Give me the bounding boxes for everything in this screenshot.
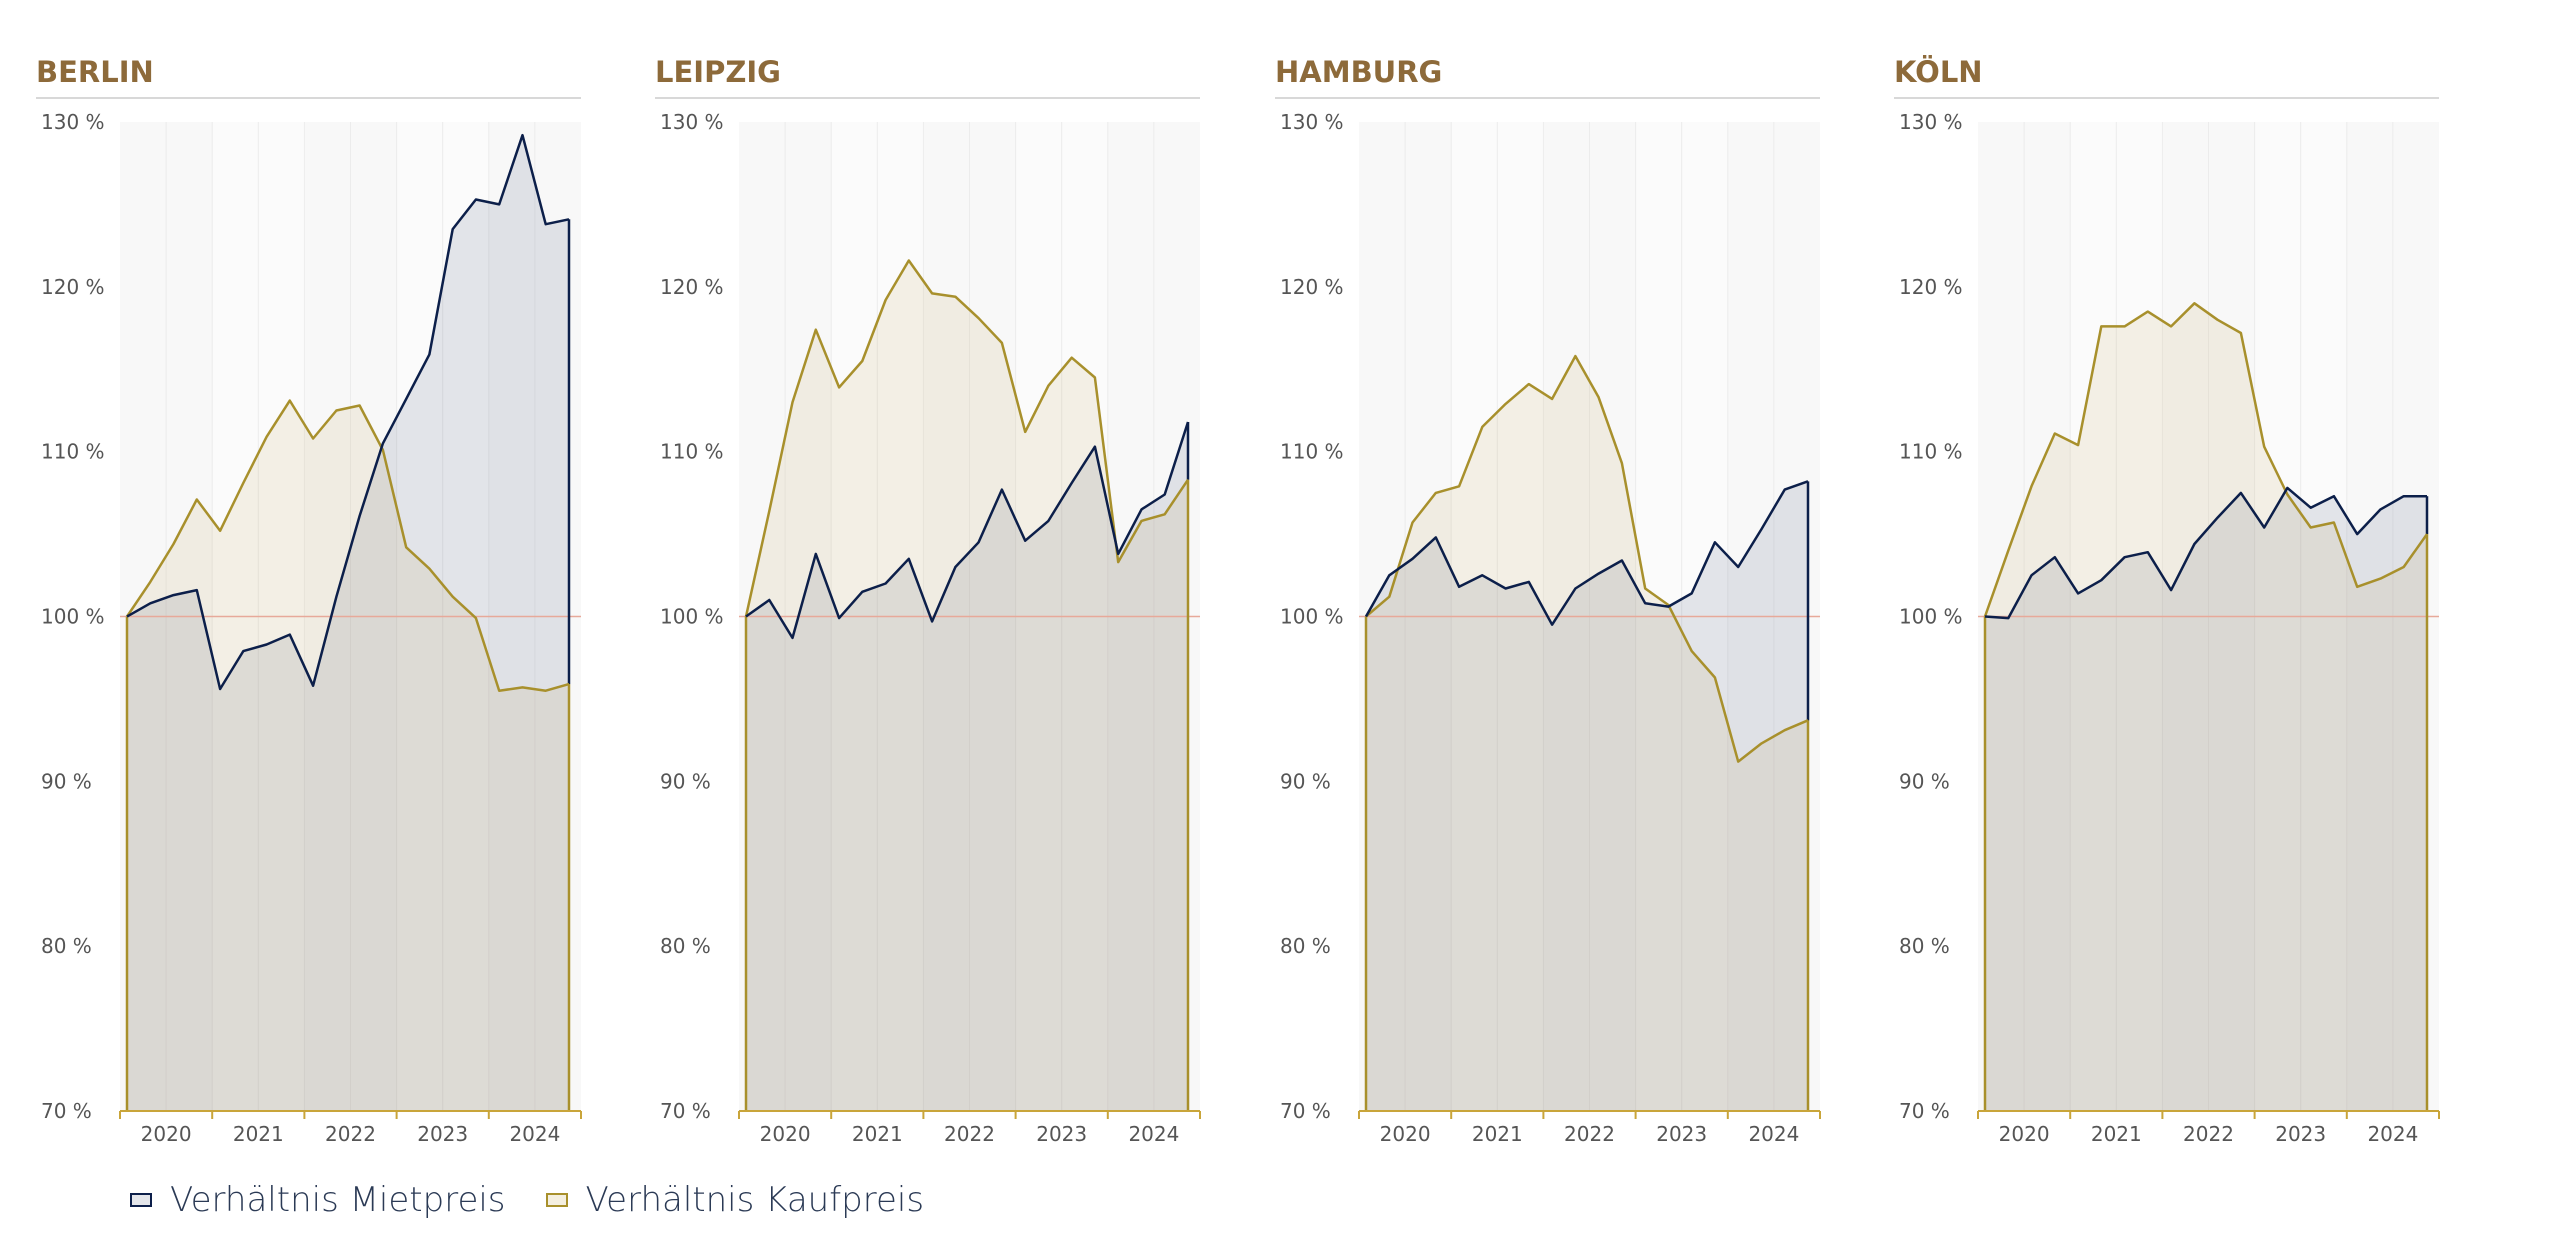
line-mietpreis xyxy=(745,421,1190,640)
legend-swatch-mietpreis xyxy=(130,1193,152,1207)
y-tick-label: 70 % xyxy=(660,1099,711,1123)
y-tick-label: 130 % xyxy=(1899,110,1963,134)
chart-title: KÖLN xyxy=(1894,55,1983,89)
y-tick-label: 130 % xyxy=(41,110,105,134)
x-tick-label: 2020 xyxy=(1380,1122,1431,1146)
x-tick-label: 2021 xyxy=(233,1122,284,1146)
legend-item-kaufpreis[interactable]: Verhältnis Kaufpreis xyxy=(545,1180,925,1220)
y-tick-label: 120 % xyxy=(1280,275,1344,299)
y-tick-label: 80 % xyxy=(660,934,711,958)
y-tick-label: 90 % xyxy=(660,769,711,793)
y-tick-label: 80 % xyxy=(41,934,92,958)
y-tick-label: 110 % xyxy=(1899,440,1963,464)
line-mietpreis xyxy=(1364,480,1809,626)
area-mietpreis xyxy=(127,135,569,1111)
x-tick-label: 2023 xyxy=(417,1122,468,1146)
x-tick-label: 2024 xyxy=(1128,1122,1179,1146)
y-tick-label: 90 % xyxy=(1280,769,1331,793)
legend: Verhältnis Mietpreis Verhältnis Kaufprei… xyxy=(130,1180,964,1220)
y-tick-label: 100 % xyxy=(1899,605,1963,629)
x-tick-label: 2024 xyxy=(509,1122,560,1146)
y-tick-label: 70 % xyxy=(41,1099,92,1123)
x-tick-label: 2024 xyxy=(2367,1122,2418,1146)
y-tick-label: 100 % xyxy=(1280,605,1344,629)
area-mietpreis xyxy=(1366,481,1808,1111)
x-tick-label: 2022 xyxy=(2183,1122,2234,1146)
y-tick-label: 90 % xyxy=(1899,769,1950,793)
x-tick-label: 2021 xyxy=(2091,1122,2142,1146)
y-tick-label: 70 % xyxy=(1899,1099,1950,1123)
line-kaufpreis xyxy=(1983,302,2429,617)
x-tick-label: 2021 xyxy=(852,1122,903,1146)
x-tick-label: 2021 xyxy=(1472,1122,1523,1146)
chart-panel-hamburg: HAMBURG 130 % 120 % 110 % 100 % 90 % 80 % 70 % 2… xyxy=(1275,55,1821,1146)
y-tick-label: 130 % xyxy=(1280,110,1344,134)
y-tick-label: 80 % xyxy=(1280,934,1331,958)
area-kaufpreis xyxy=(127,400,569,1112)
line-mietpreis xyxy=(1984,486,2427,620)
x-tick-label: 2023 xyxy=(1656,1122,1707,1146)
x-tick-label: 2023 xyxy=(1036,1122,1087,1146)
y-tick-label: 120 % xyxy=(1899,275,1963,299)
legend-label-kaufpreis: Verhältnis Kaufpreis xyxy=(585,1180,925,1220)
area-kaufpreis xyxy=(1366,356,1808,1112)
x-tick-label: 2020 xyxy=(1999,1122,2050,1146)
x-tick-label: 2022 xyxy=(325,1122,376,1146)
chart-title: BERLIN xyxy=(36,55,154,89)
y-tick-label: 110 % xyxy=(1280,440,1344,464)
y-tick-label: 130 % xyxy=(660,110,724,134)
x-tick-label: 2024 xyxy=(1748,1122,1799,1146)
chart-title: HAMBURG xyxy=(1275,55,1442,89)
legend-item-mietpreis[interactable]: Verhältnis Mietpreis xyxy=(130,1180,506,1220)
line-kaufpreis xyxy=(125,399,570,692)
y-tick-label: 90 % xyxy=(41,769,92,793)
line-kaufpreis xyxy=(1365,354,1809,763)
y-tick-label: 100 % xyxy=(41,605,105,629)
y-tick-label: 80 % xyxy=(1899,934,1950,958)
x-tick-label: 2023 xyxy=(2275,1122,2326,1146)
y-tick-label: 100 % xyxy=(660,605,724,629)
legend-swatch-kaufpreis xyxy=(545,1193,568,1207)
legend-label-mietpreis: Verhältnis Mietpreis xyxy=(170,1180,506,1220)
area-mietpreis xyxy=(1985,487,2427,1111)
y-tick-label: 120 % xyxy=(660,275,724,299)
chart-panel-leipzig: LEIPZIG 130 % 120 % 110 % 100 % 90 % 80 % 70 % 2… xyxy=(655,55,1201,1146)
chart-panel-koeln: KÖLN 130 % 120 % 110 % 100 % 90 % 80 % 70 % 2020… xyxy=(1894,55,2440,1146)
line-mietpreis xyxy=(126,133,570,691)
x-tick-label: 2020 xyxy=(141,1122,192,1146)
area-mietpreis xyxy=(746,422,1188,1111)
chart-panel-berlin: BERLIN 130 % 120 % 110 % 100 % 90 % 80 % 70 % 20… xyxy=(36,55,582,1146)
y-tick-label: 70 % xyxy=(1280,1099,1331,1123)
x-tick-label: 2022 xyxy=(1564,1122,1615,1146)
y-tick-label: 110 % xyxy=(660,440,724,464)
area-kaufpreis xyxy=(1985,303,2427,1111)
x-tick-label: 2022 xyxy=(944,1122,995,1146)
x-tick-label: 2020 xyxy=(760,1122,811,1146)
y-tick-label: 120 % xyxy=(41,275,105,299)
chart-title: LEIPZIG xyxy=(655,55,781,89)
y-tick-label: 110 % xyxy=(41,440,105,464)
